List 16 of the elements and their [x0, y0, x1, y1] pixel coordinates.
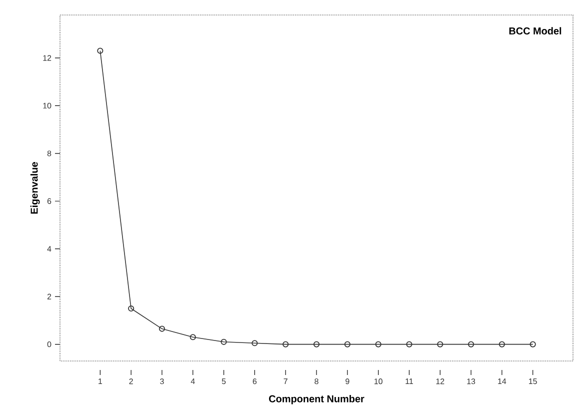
x-axis-title: Component Number	[269, 395, 364, 404]
point	[375, 341, 382, 348]
point	[437, 341, 444, 348]
point	[498, 341, 505, 348]
annotation: BCC Model	[509, 27, 562, 34]
point	[468, 341, 474, 348]
point	[282, 341, 289, 348]
point	[252, 340, 258, 346]
point	[344, 341, 350, 348]
point	[190, 334, 196, 340]
point	[128, 305, 134, 312]
point	[406, 341, 412, 348]
point	[313, 341, 320, 348]
y-axis-title: Eigenvalue	[30, 162, 40, 214]
point	[158, 326, 166, 332]
point	[220, 338, 227, 345]
